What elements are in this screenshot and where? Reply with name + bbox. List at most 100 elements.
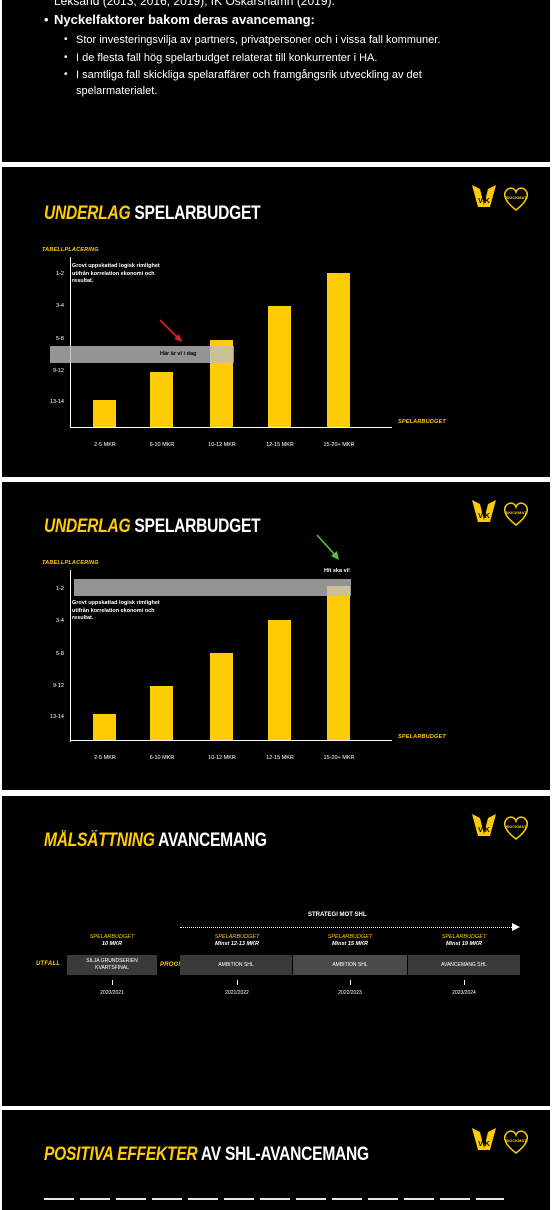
year-tick (237, 980, 238, 985)
timeline-box-2021: AMBITION SHL (180, 955, 292, 975)
slide-malsattning: MÅLSÄTTNING AVANCEMANG VIK SKICKMAT STRA… (2, 796, 550, 1106)
x-tick: 12-15 MKR (266, 442, 294, 448)
x-axis-line (70, 740, 392, 741)
green-arrow-icon (316, 534, 339, 560)
year-label: 2021/2022 (225, 990, 249, 996)
chart-note: Grovt uppskattad logisk rimlighet utifrå… (72, 600, 160, 623)
title-highlight: UNDERLAG (44, 203, 131, 224)
title-highlight: UNDERLAG (44, 516, 131, 537)
note-line: Grovt uppskattad logisk rimlighet (72, 600, 160, 606)
budget-amount: Minst 15 MKR (331, 941, 369, 947)
slide-title: MÅLSÄTTNING AVANCEMANG (44, 830, 267, 852)
y-axis-label: TABELLPLACERING (42, 560, 99, 566)
slide-underlag-1: UNDERLAG SPELARBUDGET VIK SKICKMAT TABEL… (2, 167, 550, 477)
y-axis-line (70, 257, 71, 427)
sub-bullet-item: I samtliga fall skickliga spelaraffärer … (76, 69, 422, 81)
slide-key-factors: Leksand (2013, 2016, 2019), IK Oskarsham… (2, 0, 550, 162)
sub-bullet-dot: • (64, 69, 68, 80)
sub-bullet-item: I de flesta fall hög spelarbudget relate… (76, 52, 378, 64)
budget-amount: Minst 19 MKR (445, 941, 483, 947)
year-tick (350, 980, 351, 985)
bullet-dot: • (44, 12, 49, 27)
partial-text-line: Leksand (2013, 2016, 2019), IK Oskarsham… (54, 0, 335, 8)
y-tick: 9-12 (52, 368, 64, 374)
note-line: utifrån korrelation ekonomi och (72, 607, 155, 614)
bar-2-5-mkr (93, 714, 116, 740)
year-label: 2023/2024 (452, 990, 476, 996)
bar-12-15-mkr (268, 306, 291, 427)
club-logo-icon: VIK SKICKMAT (472, 500, 529, 526)
bar-15-20-mkr (327, 586, 350, 740)
x-tick: 10-12 MKR (208, 442, 236, 448)
bar-12-15-mkr (268, 620, 291, 740)
club-logo-icon: VIK SKICKMAT (472, 1128, 529, 1154)
x-tick: 15-20+ MKR (323, 442, 355, 448)
sub-bullet-item: Stor investeringsvilja av partners, priv… (76, 34, 441, 46)
x-tick: 12-15 MKR (266, 755, 294, 761)
y-tick: 9-12 (52, 683, 64, 689)
utfall-label: UTFALL (36, 961, 61, 967)
sub-bullet-item: spelarmaterialet. (76, 85, 158, 97)
prognos-label: PROGNOS (160, 962, 193, 968)
logo-text: VIK (478, 827, 490, 834)
x-tick: 2-5 MKR (94, 442, 116, 448)
title-rest: SPELARBUDGET (134, 203, 261, 224)
sub-bullet-dot: • (64, 34, 68, 45)
y-axis-label: TABELLPLACERING (42, 247, 99, 253)
y-tick: 13-14 (49, 399, 64, 405)
y-tick: 5-8 (56, 651, 64, 657)
bar-6-10-mkr (150, 686, 173, 740)
year-tick (464, 980, 465, 985)
badge-text: SKICKMAT (506, 195, 527, 200)
slide-title: UNDERLAG SPELARBUDGET (44, 516, 261, 538)
note-line: resultat. (72, 278, 94, 284)
note-line: utifrån korrelation ekonomi och (72, 270, 155, 277)
x-axis-label: SPELARBUDGET (398, 419, 446, 425)
title-rest: AVANCEMANG (158, 830, 267, 851)
logo-text: VIK (478, 1141, 490, 1148)
budget-label: SPELARBUDGET (441, 934, 487, 940)
slide-underlag-2: UNDERLAG SPELARBUDGET VIK SKICKMAT TABEL… (2, 482, 550, 790)
x-tick: 6-10 MKR (149, 442, 175, 448)
target-band (74, 579, 351, 596)
budget-header-2020: SPELARBUDGET 10 MKR (67, 934, 157, 948)
y-tick: 1-2 (56, 586, 64, 592)
year-label: 2022/2023 (338, 990, 362, 996)
red-arrow-icon (159, 319, 182, 342)
x-tick: 6-10 MKR (149, 755, 175, 761)
current-position-band (50, 346, 234, 363)
club-logo-icon: VIK SKICKMAT (472, 814, 529, 840)
title-highlight: POSITIVA EFFEKTER (44, 1144, 198, 1165)
title-rest: AV SHL-AVANCEMANG (200, 1144, 369, 1165)
bar-10-12-mkr (210, 653, 233, 740)
title-rest: SPELARBUDGET (134, 516, 261, 537)
note-line: resultat. (72, 615, 94, 621)
title-highlight: MÅLSÄTTNING (44, 830, 155, 851)
slide-title: POSITIVA EFFEKTER AV SHL-AVANCEMANG (44, 1144, 369, 1166)
x-axis-line (70, 427, 392, 428)
y-tick: 3-4 (56, 303, 64, 309)
strategy-dotted-line (180, 927, 514, 928)
badge-text: SKICKMAT (506, 1138, 527, 1143)
club-logo-icon: VIK SKICKMAT (472, 185, 529, 211)
chart-note: Grovt uppskattad logisk rimlighet utifrå… (72, 263, 160, 286)
budget-label: SPELARBUDGET (214, 934, 260, 940)
timeline-box-2020: SILJA GRUNDSERIEN KVARTSFINAL (67, 955, 157, 975)
slide-positiva-effekter: POSITIVA EFFEKTER AV SHL-AVANCEMANG VIK … (2, 1110, 550, 1210)
box-line: SILJA GRUNDSERIEN (86, 958, 138, 964)
band-label: Här är vi i dag (160, 351, 197, 357)
budget-header-2022: SPELARBUDGET Minst 15 MKR (305, 934, 395, 948)
bar-15-20-mkr (327, 273, 350, 427)
arrow-right-icon (512, 923, 520, 931)
bar-6-10-mkr (150, 372, 173, 427)
strategy-label: STRATEGI MOT SHL (308, 912, 367, 918)
y-axis-line (70, 570, 71, 742)
budget-header-2021: SPELARBUDGET Minst 12-13 MKR (192, 934, 282, 948)
x-tick: 2-5 MKR (94, 755, 116, 761)
x-tick: 15-20+ MKR (323, 755, 355, 761)
budget-amount: 10 MKR (101, 941, 123, 947)
bar-2-5-mkr (93, 400, 116, 427)
badge-text: SKICKMAT (506, 510, 527, 515)
note-line: Grovt uppskattad logisk rimlighet (72, 263, 160, 269)
logo-text: VIK (478, 513, 490, 520)
